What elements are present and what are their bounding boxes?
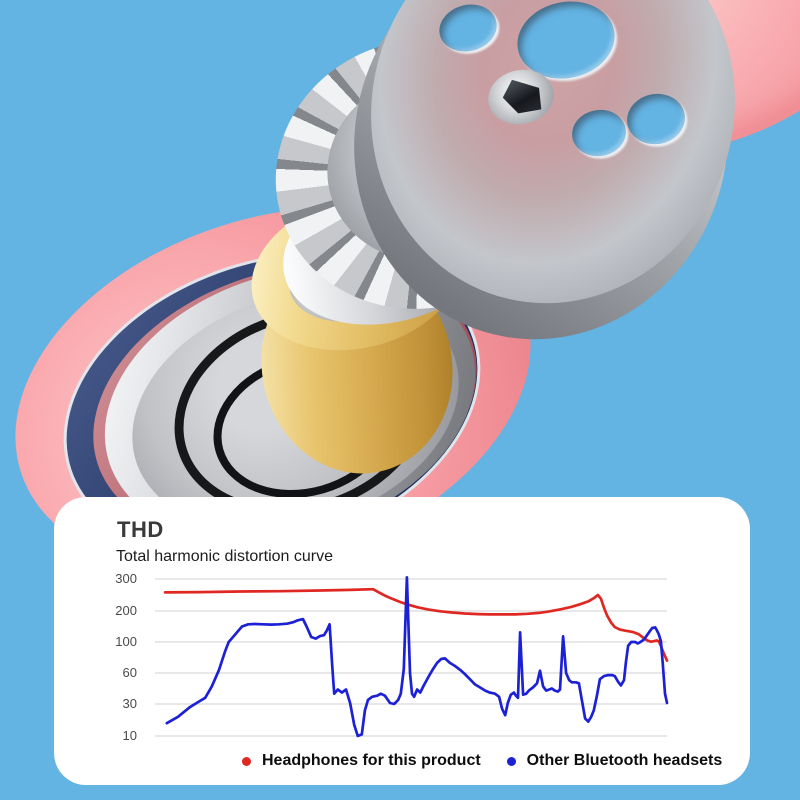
thd-chart-card: THD Total harmonic distortion curve 300 …: [54, 497, 750, 785]
y-axis-tick: 300: [115, 571, 137, 586]
y-axis-tick: 200: [115, 603, 137, 618]
y-axis-tick: 60: [122, 665, 137, 680]
thd-line-chart: [155, 576, 669, 738]
y-axis-tick: 100: [115, 634, 137, 649]
chart-subtitle: Total harmonic distortion curve: [116, 548, 333, 565]
legend-label: Headphones for this product: [262, 752, 481, 769]
y-axis-tick: 30: [122, 696, 137, 711]
y-axis-tick: 10: [122, 728, 137, 743]
legend-item-product: Headphones for this product: [242, 752, 481, 770]
chart-legend: Headphones for this product Other Blueto…: [242, 752, 722, 770]
legend-label: Other Bluetooth headsets: [526, 752, 723, 769]
legend-dot-red: [242, 756, 251, 766]
chart-title: THD: [117, 517, 164, 542]
legend-item-other: Other Bluetooth headsets: [506, 752, 723, 770]
legend-dot-blue: [506, 756, 516, 766]
